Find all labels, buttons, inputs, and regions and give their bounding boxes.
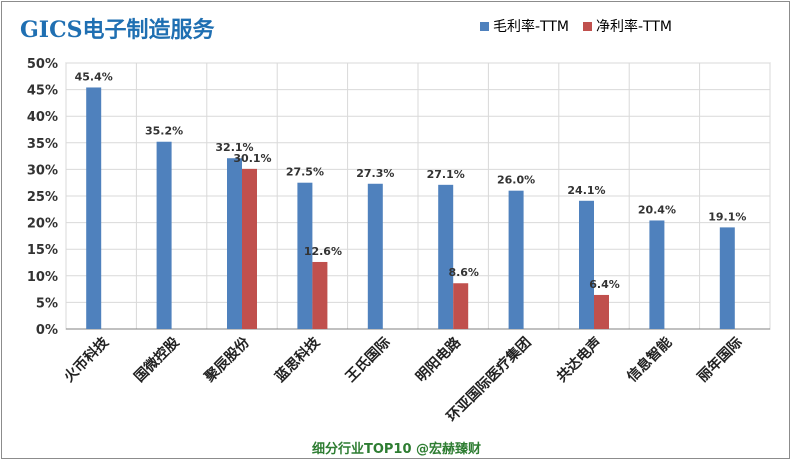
bar-gross-margin — [719, 227, 735, 329]
bar-gross-margin — [227, 158, 242, 329]
y-tick-label: 10% — [27, 270, 58, 285]
y-tick-label: 25% — [27, 190, 58, 205]
bar-gross-margin — [86, 87, 102, 329]
x-tick-label: 火币科技 — [60, 333, 112, 385]
bar-gross-margin — [297, 182, 313, 329]
bar-gross-margin — [367, 183, 383, 329]
data-label-net: 12.6% — [304, 245, 342, 258]
legend: 毛利率-TTM 净利率-TTM — [480, 16, 686, 36]
data-label-net: 30.1% — [233, 152, 271, 165]
legend-swatch-net — [583, 21, 592, 31]
y-tick-label: 0% — [36, 323, 58, 338]
x-tick-label: 丽年国际 — [694, 334, 746, 386]
data-label-gross: 27.1% — [427, 168, 465, 181]
data-label-gross: 45.4% — [75, 70, 113, 83]
bar-net-margin — [312, 261, 328, 329]
y-tick-label: 20% — [27, 217, 58, 232]
footer-caption: 细分行业TOP10 @宏赫臻财 — [311, 442, 482, 457]
data-label-gross: 27.3% — [356, 167, 394, 180]
legend-label-net: 净利率-TTM — [596, 19, 672, 35]
x-tick-label: 共达电声 — [553, 334, 605, 386]
y-tick-label: 40% — [27, 110, 58, 125]
bar-net-margin — [242, 168, 257, 329]
legend-item-net: 净利率-TTM — [583, 16, 672, 36]
bar-net-margin — [453, 283, 469, 329]
chart-title: GICS电子制造服务 — [20, 17, 215, 43]
data-label-gross: 19.1% — [708, 210, 746, 223]
bar-gross-margin — [508, 190, 524, 329]
data-label-net: 6.4% — [589, 278, 620, 291]
y-tick-label: 15% — [27, 243, 58, 258]
data-label-gross: 35.2% — [145, 125, 183, 138]
x-tick-label: 蓝思科技 — [272, 333, 324, 385]
y-tick-label: 30% — [27, 163, 58, 178]
y-tick-label: 5% — [36, 296, 58, 311]
x-tick-label: 信息智能 — [624, 334, 676, 386]
legend-swatch-gross — [480, 21, 489, 31]
data-label-gross: 26.0% — [497, 174, 535, 187]
x-tick-label: 国微控股 — [131, 333, 183, 385]
data-label-gross: 32.1% — [215, 141, 253, 154]
bar-gross-margin — [649, 220, 665, 329]
legend-item-gross: 毛利率-TTM — [480, 16, 569, 36]
bar-net-margin — [594, 294, 609, 329]
bar-gross-margin — [156, 141, 172, 329]
x-tick-label: 王氏国际 — [343, 335, 394, 386]
y-tick-label: 35% — [27, 137, 58, 152]
data-label-net: 8.6% — [448, 266, 479, 279]
x-tick-label: 明阳电路 — [412, 333, 464, 385]
data-label-gross: 27.5% — [286, 166, 324, 179]
bar-gross-margin — [579, 200, 594, 329]
y-tick-label: 45% — [27, 84, 58, 99]
legend-label-gross: 毛利率-TTM — [493, 19, 569, 35]
data-label-gross: 24.1% — [567, 184, 605, 197]
bar-gross-margin — [438, 184, 454, 329]
x-tick-label: 聚辰股份 — [201, 333, 254, 386]
data-label-gross: 20.4% — [638, 203, 676, 216]
y-tick-label: 50% — [27, 57, 58, 72]
